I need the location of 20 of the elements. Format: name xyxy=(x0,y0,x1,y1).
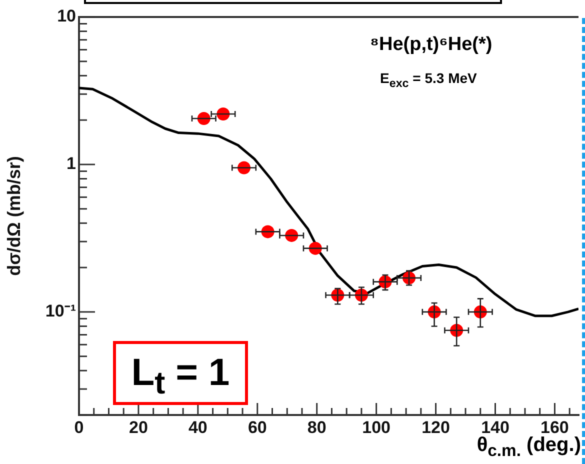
x-tick-label: 20 xyxy=(129,418,148,437)
x-tick-label: 60 xyxy=(248,418,267,437)
annotation: L$_{t}$ = 1 xyxy=(113,341,248,405)
point xyxy=(285,228,298,242)
x-tick-label: 120 xyxy=(422,418,450,437)
point xyxy=(197,112,210,125)
y-axis-title: dσ/dΩ (mb/sr) xyxy=(4,156,24,276)
y-tick-label: 10 xyxy=(57,6,76,26)
x-tick-label: 100 xyxy=(362,418,391,437)
x-tick-label: 160 xyxy=(540,418,569,437)
x-tick-label: 80 xyxy=(307,418,326,437)
x-tick-label: 0 xyxy=(74,418,84,437)
annotation: ⁸He(p,t)⁶He(*) xyxy=(370,34,492,56)
y-tick-label: 1 xyxy=(66,154,76,174)
x-tick-label: 140 xyxy=(481,418,510,437)
x-axis-title: θ$_{c.m.}$ (deg.) xyxy=(476,434,581,460)
x-tick-label: 40 xyxy=(188,418,208,437)
point xyxy=(216,107,230,120)
annotation: E$_{exc}$ = 5.3 MeV xyxy=(380,70,477,90)
y-tick-label: 10⁻¹ xyxy=(45,302,76,321)
